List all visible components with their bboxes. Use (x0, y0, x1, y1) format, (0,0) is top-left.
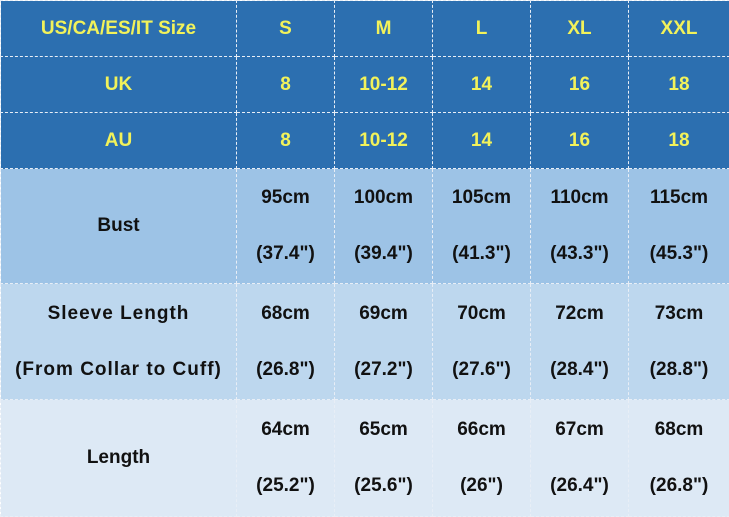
cm-value: 68cm (629, 419, 729, 441)
row-label: AU (1, 113, 237, 169)
inch-value: (28.4") (531, 359, 628, 381)
cm-value: 105cm (433, 187, 530, 209)
inch-value: (27.2") (335, 359, 432, 381)
cm-value: 64cm (237, 419, 334, 441)
cm-value: 70cm (433, 303, 530, 325)
measure-cell: 67cm (26.4") (531, 400, 629, 517)
size-cell: 10-12 (335, 113, 433, 169)
inch-value: (45.3") (629, 243, 729, 265)
cm-value: 100cm (335, 187, 432, 209)
row-label: UK (1, 57, 237, 113)
cm-value: 68cm (237, 303, 334, 325)
inch-value: (26.4") (531, 475, 628, 497)
inch-value: (25.6") (335, 475, 432, 497)
size-cell: M (335, 1, 433, 57)
measure-cell: 115cm (45.3") (629, 169, 729, 284)
cm-value: 73cm (629, 303, 729, 325)
cm-value: 69cm (335, 303, 432, 325)
inch-value: (26.8") (237, 359, 334, 381)
inch-value: (26.8") (629, 475, 729, 497)
measure-cell: 66cm (26") (433, 400, 531, 517)
size-cell: 14 (433, 57, 531, 113)
sleeve-sublabel: (From Collar to Cuff) (1, 359, 236, 381)
cm-value: 115cm (629, 187, 729, 209)
row-label: Length (1, 400, 237, 517)
measure-cell: 64cm (25.2") (237, 400, 335, 517)
cm-value: 65cm (335, 419, 432, 441)
length-row: Length 64cm (25.2") 65cm (25.6") 66cm (26")… (1, 400, 729, 517)
measure-cell: 68cm (26.8") (237, 284, 335, 400)
size-cell: XXL (629, 1, 729, 57)
inch-value: (43.3") (531, 243, 628, 265)
size-cell: S (237, 1, 335, 57)
size-cell: 8 (237, 57, 335, 113)
cm-value: 67cm (531, 419, 628, 441)
inch-value: (41.3") (433, 243, 530, 265)
measure-cell: 95cm (37.4") (237, 169, 335, 284)
inch-value: (39.4") (335, 243, 432, 265)
row-label: US/CA/ES/IT Size (1, 1, 237, 57)
measure-cell: 68cm (26.8") (629, 400, 729, 517)
uk-row: UK 8 10-12 14 16 18 (1, 57, 729, 113)
sleeve-label: Sleeve Length (1, 303, 236, 325)
measure-cell: 65cm (25.6") (335, 400, 433, 517)
size-cell: XL (531, 1, 629, 57)
cm-value: 72cm (531, 303, 628, 325)
size-cell: 16 (531, 113, 629, 169)
sleeve-row: Sleeve Length (From Collar to Cuff) 68cm (… (1, 284, 729, 400)
measure-cell: 105cm (41.3") (433, 169, 531, 284)
size-cell: 14 (433, 113, 531, 169)
measure-cell: 100cm (39.4") (335, 169, 433, 284)
au-row: AU 8 10-12 14 16 18 (1, 113, 729, 169)
row-label: Bust (1, 169, 237, 284)
size-cell: 18 (629, 113, 729, 169)
bust-row: Bust 95cm (37.4") 100cm (39.4") 105cm (41.3… (1, 169, 729, 284)
cm-value: 110cm (531, 187, 628, 209)
size-cell: L (433, 1, 531, 57)
cm-value: 66cm (433, 419, 530, 441)
inch-value: (27.6") (433, 359, 530, 381)
size-cell: 18 (629, 57, 729, 113)
size-cell: 8 (237, 113, 335, 169)
measure-cell: 70cm (27.6") (433, 284, 531, 400)
inch-value: (25.2") (237, 475, 334, 497)
measure-cell: 69cm (27.2") (335, 284, 433, 400)
inch-value: (28.8") (629, 359, 729, 381)
inch-value: (37.4") (237, 243, 334, 265)
size-cell: 16 (531, 57, 629, 113)
cm-value: 95cm (237, 187, 334, 209)
row-label: Sleeve Length (From Collar to Cuff) (1, 284, 237, 400)
measure-cell: 110cm (43.3") (531, 169, 629, 284)
inch-value: (26") (433, 475, 530, 497)
size-cell: 10-12 (335, 57, 433, 113)
measure-cell: 72cm (28.4") (531, 284, 629, 400)
measure-cell: 73cm (28.8") (629, 284, 729, 400)
size-header-row: US/CA/ES/IT Size S M L XL XXL (1, 1, 729, 57)
